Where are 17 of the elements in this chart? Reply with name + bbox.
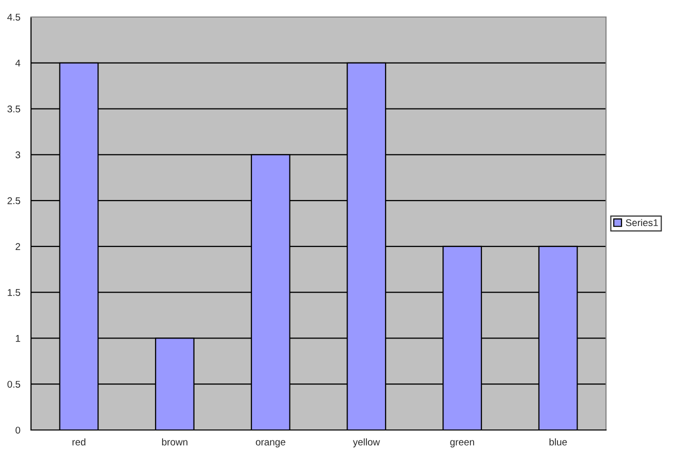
y-tick-label: 2.5 bbox=[8, 197, 20, 204]
x-tick-label: orange bbox=[256, 440, 286, 448]
y-tick-label: 0 bbox=[16, 426, 20, 434]
y-tick-label: 4 bbox=[15, 60, 20, 66]
y-tick-label: 1.5 bbox=[8, 289, 20, 296]
legend-label: Series1 bbox=[626, 218, 658, 226]
y-tick-label: 3 bbox=[16, 151, 20, 158]
x-tick-label: blue bbox=[550, 438, 567, 446]
x-tick-label: yellow bbox=[352, 438, 380, 448]
y-tick-label: 1 bbox=[16, 335, 20, 342]
y-tick-label: 0.5 bbox=[7, 380, 20, 388]
y-tick-label: 3.5 bbox=[7, 106, 20, 112]
y-tick-label: 2 bbox=[16, 243, 20, 250]
x-tick-label: green bbox=[450, 440, 474, 448]
x-tick-label: red bbox=[72, 438, 86, 446]
y-tick-label: 4.5 bbox=[7, 14, 20, 21]
x-tick-label: brown bbox=[162, 438, 188, 446]
